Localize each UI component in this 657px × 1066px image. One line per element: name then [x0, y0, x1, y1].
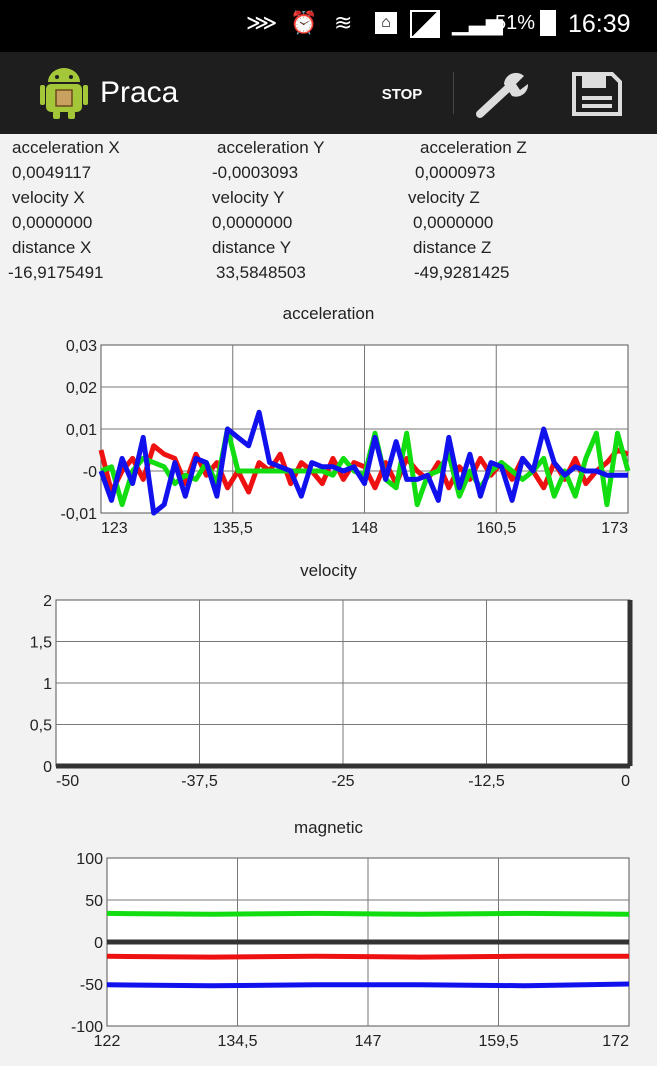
- distance-x-label: distance X: [12, 238, 92, 257]
- velocity-y-tick-label: 0: [43, 759, 52, 776]
- velocity-y-tick-label: 1,5: [30, 635, 52, 652]
- accel-x-label: acceleration X: [12, 138, 120, 157]
- alarm-icon: ⏰: [290, 10, 318, 35]
- magnetic-chart: 122 134,5 147 159,5 172 -100 -50 0 50 100: [71, 851, 630, 1050]
- clock: 16:39: [568, 10, 631, 38]
- velocity-x-value: 0,0000000: [12, 213, 93, 232]
- velocity-x-tick-label: -12,5: [468, 773, 505, 790]
- magnetic-x-tick-label: 134,5: [217, 1033, 257, 1050]
- acceleration-x-tick-label: 148: [351, 520, 378, 537]
- acceleration-y-tick-label: 0,01: [66, 422, 97, 439]
- velocity-y-tick-label: 1: [43, 676, 52, 693]
- velocity-y-label: velocity Y: [212, 188, 285, 207]
- magnetic-y-tick-label: -100: [71, 1019, 103, 1036]
- distance-z-value: -49,9281425: [414, 263, 510, 282]
- home-icon: ⌂: [375, 12, 397, 34]
- velocity-x-tick-label: -25: [331, 773, 354, 790]
- magnetic-x-tick-label: 122: [94, 1033, 121, 1050]
- battery-icon: [540, 10, 556, 36]
- action-bar: Praca STOP: [0, 52, 657, 134]
- acceleration-series-line-2: [98, 409, 628, 516]
- velocity-y-tick-label: 0,5: [30, 718, 52, 735]
- velocity-x-tick-label: 0: [621, 773, 630, 790]
- magnetic-series-line-0: [106, 910, 630, 917]
- velocity-y-tick-label: 2: [43, 593, 52, 610]
- velocity-chart: -50 -37,5 -25 -12,5 0 0 0,5 1 1,5 2: [30, 593, 633, 790]
- accel-y-label: acceleration Y: [217, 138, 325, 157]
- save-icon[interactable]: [568, 72, 624, 116]
- acceleration-chart-title: acceleration: [282, 304, 375, 323]
- accel-z-value: 0,0000973: [415, 163, 496, 182]
- acceleration-y-tick-label: -0: [83, 464, 97, 481]
- magnetic-y-tick-label: 100: [76, 851, 103, 868]
- magnetic-series-line-2: [106, 953, 629, 960]
- notifications-icon: ⋙: [246, 10, 278, 35]
- acceleration-x-tick-label: 123: [101, 520, 128, 537]
- magnetic-x-tick-label: 172: [602, 1033, 629, 1050]
- acceleration-x-tick-label: 173: [601, 520, 628, 537]
- velocity-chart-title: velocity: [300, 561, 357, 580]
- acceleration-y-tick-label: 0,02: [66, 380, 97, 397]
- acceleration-y-tick-label: -0,01: [61, 506, 98, 523]
- velocity-y-value: 0,0000000: [212, 213, 293, 232]
- accel-x-value: 0,0049117: [12, 163, 92, 182]
- distance-y-label: distance Y: [212, 238, 292, 257]
- magnetic-y-tick-label: 0: [94, 935, 103, 952]
- app-title: Praca: [100, 76, 179, 109]
- acceleration-chart: 123 135,5 148 160,5 173 -0,01 -0 0,01 0,02 0,03: [61, 338, 631, 537]
- stop-button[interactable]: STOP: [381, 86, 423, 103]
- wrench-icon[interactable]: [470, 66, 534, 122]
- acceleration-x-tick-label: 160,5: [476, 520, 516, 537]
- wifi-icon: ≋: [334, 10, 353, 35]
- cell-signal-icon: ▁▃▅: [452, 10, 503, 35]
- velocity-x-tick-label: -50: [56, 773, 79, 790]
- velocity-z-label: velocity Z: [408, 188, 480, 207]
- magnetic-series-line-3: [106, 981, 630, 989]
- distance-z-label: distance Z: [413, 238, 492, 257]
- accel-z-label: acceleration Z: [420, 138, 527, 157]
- acceleration-x-tick-label: 135,5: [213, 520, 253, 537]
- android-logo-icon: [40, 68, 88, 119]
- battery-percent: 51%: [495, 12, 536, 34]
- magnetic-chart-title: magnetic: [294, 818, 363, 837]
- distance-x-value: -16,9175491: [8, 263, 104, 282]
- velocity-z-value: 0,0000000: [413, 213, 494, 232]
- action-divider: [453, 72, 454, 114]
- status-bar: ⋙ ⏰ ≋ ⌂ ▁▃▅ 51% 16:39: [0, 0, 657, 52]
- velocity-x-label: velocity X: [12, 188, 85, 207]
- magnetic-x-tick-label: 147: [355, 1033, 382, 1050]
- signal-box-icon: [410, 10, 440, 38]
- acceleration-y-tick-label: 0,03: [66, 338, 97, 355]
- magnetic-y-tick-label: -50: [80, 977, 103, 994]
- magnetic-y-tick-label: 50: [85, 893, 103, 910]
- magnetic-x-tick-label: 159,5: [478, 1033, 518, 1050]
- distance-y-value: 33,5848503: [216, 263, 306, 282]
- accel-y-value: -0,0003093: [212, 163, 299, 182]
- velocity-x-tick-label: -37,5: [181, 773, 218, 790]
